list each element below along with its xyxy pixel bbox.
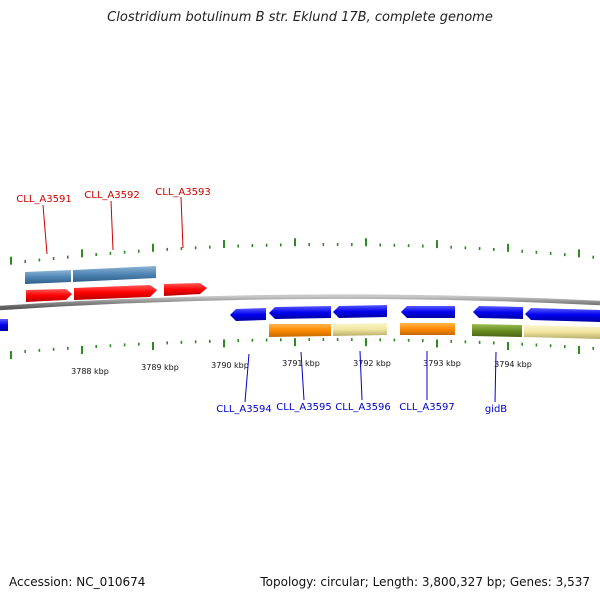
forward-gene-arrow	[26, 289, 72, 302]
tick-row-bottom	[10, 338, 595, 360]
gene-label: CLL_A3597	[399, 402, 454, 413]
gene-labels: CLL_A3591 CLL_A3592 CLL_A3593 CLL_A3594 …	[16, 187, 507, 415]
reverse-cds-feature	[524, 325, 600, 339]
leader-line	[359, 350, 363, 401]
reverse-cds-feature	[472, 324, 522, 337]
reverse-gene-arrow	[0, 319, 8, 331]
leader-lines	[42, 196, 497, 403]
scale-label: 3790 kbp	[211, 361, 249, 370]
reverse-gene-arrow	[230, 308, 266, 321]
forward-cds-feature	[25, 270, 71, 284]
scale-label: 3793 kbp	[423, 359, 461, 368]
forward-features	[25, 266, 207, 302]
reverse-gene-arrow	[473, 306, 523, 319]
leader-line	[42, 204, 48, 255]
genome-title: Clostridium botulinum B str. Eklund 17B,…	[107, 10, 493, 25]
leader-line	[300, 351, 305, 401]
reverse-gene-arrow	[401, 306, 455, 318]
gene-label: CLL_A3593	[155, 187, 210, 198]
leader-line	[180, 196, 184, 249]
forward-gene-arrow	[74, 285, 157, 300]
scale-label: 3791 kbp	[282, 359, 320, 368]
reverse-cds-feature	[269, 324, 331, 337]
reverse-cds-feature	[400, 323, 455, 335]
scale-labels: 3788 kbp 3789 kbp 3790 kbp 3791 kbp 3792…	[71, 359, 532, 376]
scale-label: 3789 kbp	[141, 363, 179, 372]
genome-summary-text: Topology: circular; Length: 3,800,327 bp…	[260, 575, 590, 589]
leader-line	[110, 200, 114, 251]
forward-gene-arrow	[164, 283, 207, 296]
reverse-cds-feature	[333, 323, 387, 336]
reverse-gene-arrow	[269, 306, 331, 319]
leader-line	[244, 353, 250, 403]
tick-row-top	[10, 238, 595, 265]
leader-line	[494, 351, 497, 403]
gene-label: CLL_A3591	[16, 194, 71, 205]
gene-label: gidB	[485, 404, 507, 415]
scale-label: 3788 kbp	[71, 367, 109, 376]
gene-label: CLL_A3596	[335, 402, 390, 413]
forward-cds-feature	[73, 266, 156, 282]
gene-label: CLL_A3592	[84, 190, 139, 201]
accession-text: Accession: NC_010674	[9, 575, 146, 589]
reverse-features	[230, 305, 600, 339]
gene-label: CLL_A3594	[216, 404, 271, 415]
reverse-gene-arrow	[525, 308, 600, 322]
scale-label: 3794 kbp	[494, 360, 532, 369]
gene-label: CLL_A3595	[276, 402, 331, 413]
reverse-gene-arrow	[333, 305, 387, 318]
genome-backbone	[0, 294, 600, 311]
scale-label: 3792 kbp	[353, 359, 391, 368]
